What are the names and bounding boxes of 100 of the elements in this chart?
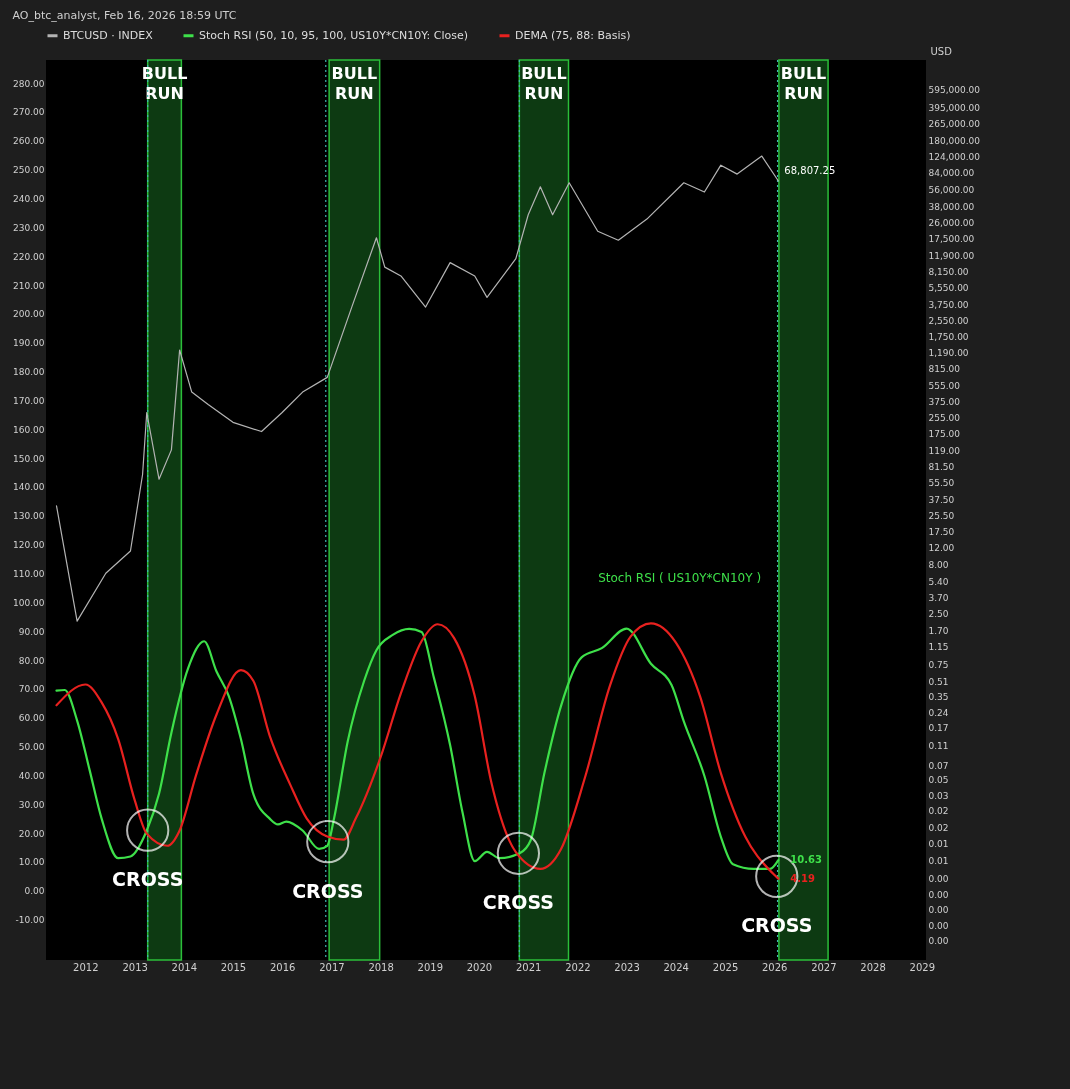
y-tick-label: 90.00 <box>18 626 45 637</box>
y2-tick-label: 17,500.00 <box>928 234 975 245</box>
x-tick-label: 2027 <box>811 961 837 973</box>
y2-tick-label: 37.50 <box>928 494 955 505</box>
y2-tick-label: 375.00 <box>928 397 961 408</box>
data-label: 68,807.25 <box>784 165 836 177</box>
y2-tick-label: 0.75 <box>928 660 949 671</box>
x-tick-label: 2020 <box>466 961 493 973</box>
y2-tick-label: 0.05 <box>928 774 949 785</box>
y2-tick-label: 0.01 <box>928 855 949 866</box>
y2-tick-label: 5,550.00 <box>928 283 969 294</box>
y2-tick-label: 0.00 <box>928 874 949 885</box>
x-tick-label: 2013 <box>122 961 148 973</box>
x-tick-label: 2026 <box>761 961 788 973</box>
y-tick-label: 30.00 <box>18 799 45 810</box>
x-tick-label: 2016 <box>269 961 296 973</box>
x-tick-label: 2019 <box>417 961 443 973</box>
y2-tick-label: 0.00 <box>928 936 949 947</box>
y2-tick-label: 5.40 <box>928 576 949 587</box>
y-tick-label: 130.00 <box>13 511 45 522</box>
y2-tick-label: 0.02 <box>928 823 949 834</box>
y-tick-label: 250.00 <box>13 165 45 176</box>
y-tick-label: -10.00 <box>15 915 45 926</box>
line-series <box>55 155 779 622</box>
x-tick-label: 2029 <box>909 961 936 973</box>
y2-tick-label: 0.11 <box>928 741 949 752</box>
band-label: BULL RUN <box>780 64 827 103</box>
y2-tick-label: 81.50 <box>928 461 955 472</box>
y-tick-label: 110.00 <box>13 568 45 579</box>
y2-tick-label: 84,000.00 <box>928 168 975 179</box>
y2-tick-label: 0.00 <box>928 889 949 900</box>
legend-label: BTCUSD · INDEX <box>63 28 154 42</box>
y-tick-label: 70.00 <box>18 684 45 695</box>
y2-tick-label: 3.70 <box>928 592 949 603</box>
y2-tick-label: 119.00 <box>928 445 961 456</box>
y2-tick-label: 1.15 <box>928 642 949 653</box>
y-tick-label: 140.00 <box>13 482 45 493</box>
x-tick-label: 2024 <box>663 961 689 973</box>
band-label: BULL RUN <box>141 64 188 103</box>
y2-tick-label: 175.00 <box>928 429 961 440</box>
y-tick-label: 40.00 <box>18 770 45 781</box>
band-label: BULL RUN <box>521 64 567 103</box>
annotation: CROSS <box>112 868 184 891</box>
y2-tick-label: 11,900.00 <box>928 250 975 261</box>
x-tick-label: 2023 <box>614 961 640 973</box>
y-tick-label: 80.00 <box>18 655 45 666</box>
annotation: CROSS <box>292 879 364 902</box>
y2-tick-label: 8,150.00 <box>928 266 969 277</box>
y-tick-label: 270.00 <box>13 107 45 118</box>
y2-tick-label: 38,000.00 <box>928 201 975 212</box>
y2-tick-label: 0.51 <box>928 676 949 687</box>
y2-tick-label: 555.00 <box>928 380 961 391</box>
y-tick-label: 10.00 <box>18 857 45 868</box>
x-tick-label: 2018 <box>368 961 394 973</box>
y2-tick-label: 17.50 <box>928 526 955 537</box>
y-tick-label: 200.00 <box>13 309 45 320</box>
legend-label: DEMA (75, 88: Basis) <box>515 28 631 42</box>
x-tick-label: 2015 <box>220 961 247 973</box>
y-tick-label: 0.00 <box>24 886 45 897</box>
y2-tick-label: 1,750.00 <box>928 331 969 342</box>
y-tick-label: 220.00 <box>13 251 45 262</box>
y2-tick-label: 0.03 <box>928 791 949 802</box>
y-tick-label: 230.00 <box>13 222 45 233</box>
data-label: 10.63 <box>790 854 823 866</box>
y2-tick-label: 0.02 <box>928 805 949 816</box>
band-label: BULL RUN <box>331 64 378 103</box>
x-tick-label: 2021 <box>516 961 542 973</box>
y-tick-label: 190.00 <box>13 338 45 349</box>
y-tick-label: 240.00 <box>13 193 45 204</box>
y-tick-label: 180.00 <box>13 367 45 378</box>
y2-tick-label: 25.50 <box>928 510 955 521</box>
y-tick-label: 160.00 <box>13 424 45 435</box>
y2-tick-label: 180,000.00 <box>928 135 981 146</box>
y2-tick-label: 255.00 <box>928 413 961 424</box>
y2-tick-label: 395,000.00 <box>928 102 981 113</box>
x-tick-label: 2014 <box>171 961 198 973</box>
y-tick-label: 50.00 <box>18 742 45 753</box>
y2-tick-label: 8.00 <box>928 559 949 570</box>
y2-tick-label: 1.70 <box>928 625 949 636</box>
y2-tick-label: 265,000.00 <box>928 119 981 130</box>
x-tick-label: 2012 <box>73 961 99 973</box>
y2-tick-label: 0.17 <box>928 723 949 734</box>
y2-axis-title: USD <box>930 45 953 57</box>
y-tick-label: 120.00 <box>13 540 45 551</box>
y-tick-label: 170.00 <box>13 395 45 406</box>
y2-tick-label: 124,000.00 <box>928 151 981 162</box>
legend-label: Stoch RSI (50, 10, 95, 100, US10Y*CN10Y: Close) <box>199 28 469 42</box>
x-tick-label: 2025 <box>712 961 739 973</box>
y2-tick-label: 1,190.00 <box>928 348 969 359</box>
y2-tick-label: 815.00 <box>928 364 961 375</box>
y2-tick-label: 3,750.00 <box>928 299 969 310</box>
y2-tick-label: 56,000.00 <box>928 185 975 196</box>
y2-tick-label: 55.50 <box>928 478 955 488</box>
y2-tick-label: 0.00 <box>928 905 949 916</box>
y2-tick-label: 0.00 <box>928 920 949 931</box>
y2-tick-label: 0.35 <box>928 692 949 703</box>
x-tick-label: 2028 <box>860 961 886 973</box>
y2-tick-label: 12.00 <box>928 542 955 553</box>
y2-tick-label: 0.24 <box>928 708 949 719</box>
y2-tick-label: 26,000.00 <box>928 217 975 228</box>
